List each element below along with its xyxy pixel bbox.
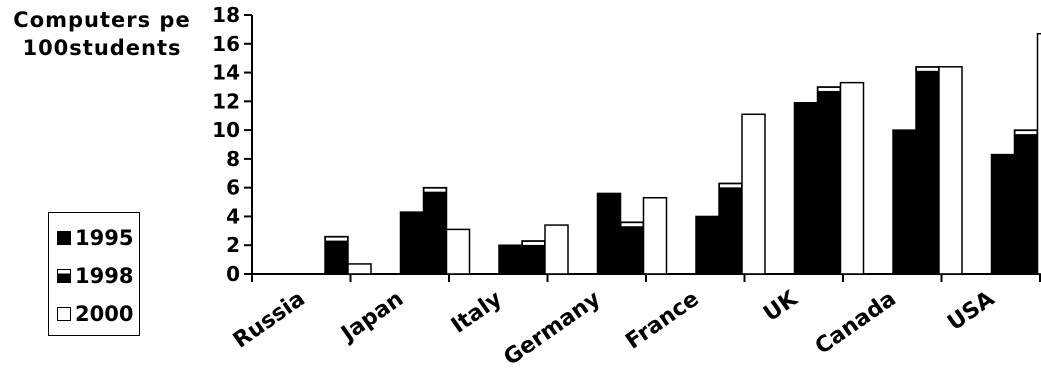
y-tick-label: 18: [212, 3, 240, 27]
bar-1998-usa: [1013, 129, 1039, 275]
y-tick-label: 14: [212, 61, 240, 85]
bar-2000-canada: [938, 66, 963, 275]
bar-1998-france: [718, 182, 743, 275]
legend-swatch-2000: [57, 307, 71, 321]
y-tick-label: 4: [226, 204, 240, 228]
x-tick-label-russia: Russia: [229, 286, 310, 353]
bar-2000-italy: [544, 224, 569, 275]
x-tick-label-japan: Japan: [335, 286, 408, 347]
bar-1998-canada: [915, 66, 940, 275]
bar-highlight-1998-japan: [424, 188, 446, 192]
bar-2000-france: [741, 113, 766, 275]
y-tick-label: 0: [226, 262, 240, 286]
bar-1995-france: [695, 215, 720, 275]
y-tick-label: 6: [226, 176, 240, 200]
legend-item-1995: 1995: [57, 225, 133, 251]
x-tick-label-germany: Germany: [499, 286, 605, 370]
legend-label-2000: 2000: [75, 302, 134, 326]
bar-highlight-1998-canada: [917, 67, 938, 71]
y-axis-label-line-1: Computers pe: [13, 8, 191, 32]
chart-legend: 1995 1998 2000: [48, 212, 140, 336]
x-tick-label-uk: UK: [759, 286, 803, 327]
x-tick-label-canada: Canada: [811, 286, 901, 359]
bar-highlight-1998-usa: [1015, 131, 1037, 135]
bar-1998-germany: [619, 221, 645, 275]
bar-highlight-1998-france: [720, 184, 741, 188]
legend-item-2000: 2000: [57, 301, 133, 327]
bar-2000-germany: [642, 196, 668, 275]
y-tick-label: 12: [212, 89, 240, 113]
bar-2000-usa: [1036, 32, 1041, 275]
bar-highlight-1998-uk: [818, 87, 840, 91]
bar-1995-usa: [990, 153, 1016, 275]
bar-1998-russia: [324, 235, 349, 275]
bar-2000-uk: [839, 81, 865, 275]
bar-1998-japan: [422, 186, 448, 275]
legend-swatch-1998: [57, 269, 71, 283]
bar-highlight-1998-germany: [621, 223, 643, 227]
bar-1995-japan: [399, 211, 425, 275]
legend-label-1998: 1998: [75, 264, 134, 288]
bar-1995-uk: [793, 102, 819, 275]
y-tick-label: 16: [212, 32, 240, 56]
legend-swatch-1995: [57, 231, 71, 245]
bar-2000-japan: [445, 228, 471, 275]
x-tick-label-france: France: [621, 286, 703, 354]
y-tick-label: 10: [212, 118, 240, 142]
legend-label-1995: 1995: [75, 226, 134, 250]
bar-1998-uk: [816, 86, 842, 275]
bar-highlight-1998-russia: [326, 237, 347, 241]
x-tick-label-usa: USA: [943, 286, 999, 336]
bar-2000-russia: [347, 263, 372, 275]
bar-1995-germany: [596, 192, 622, 275]
legend-item-1998: 1998: [57, 263, 133, 289]
bar-highlight-1998-italy: [523, 241, 544, 245]
x-tick-label-italy: Italy: [447, 286, 507, 338]
bar-1995-italy: [498, 244, 523, 275]
bar-1995-canada: [892, 129, 917, 275]
bar-1998-italy: [521, 240, 546, 275]
y-tick-label: 2: [226, 233, 240, 257]
y-tick-label: 8: [226, 147, 240, 171]
y-axis-label: Computers pe 100students: [2, 6, 202, 62]
y-axis-label-line-2: 100students: [22, 36, 182, 60]
